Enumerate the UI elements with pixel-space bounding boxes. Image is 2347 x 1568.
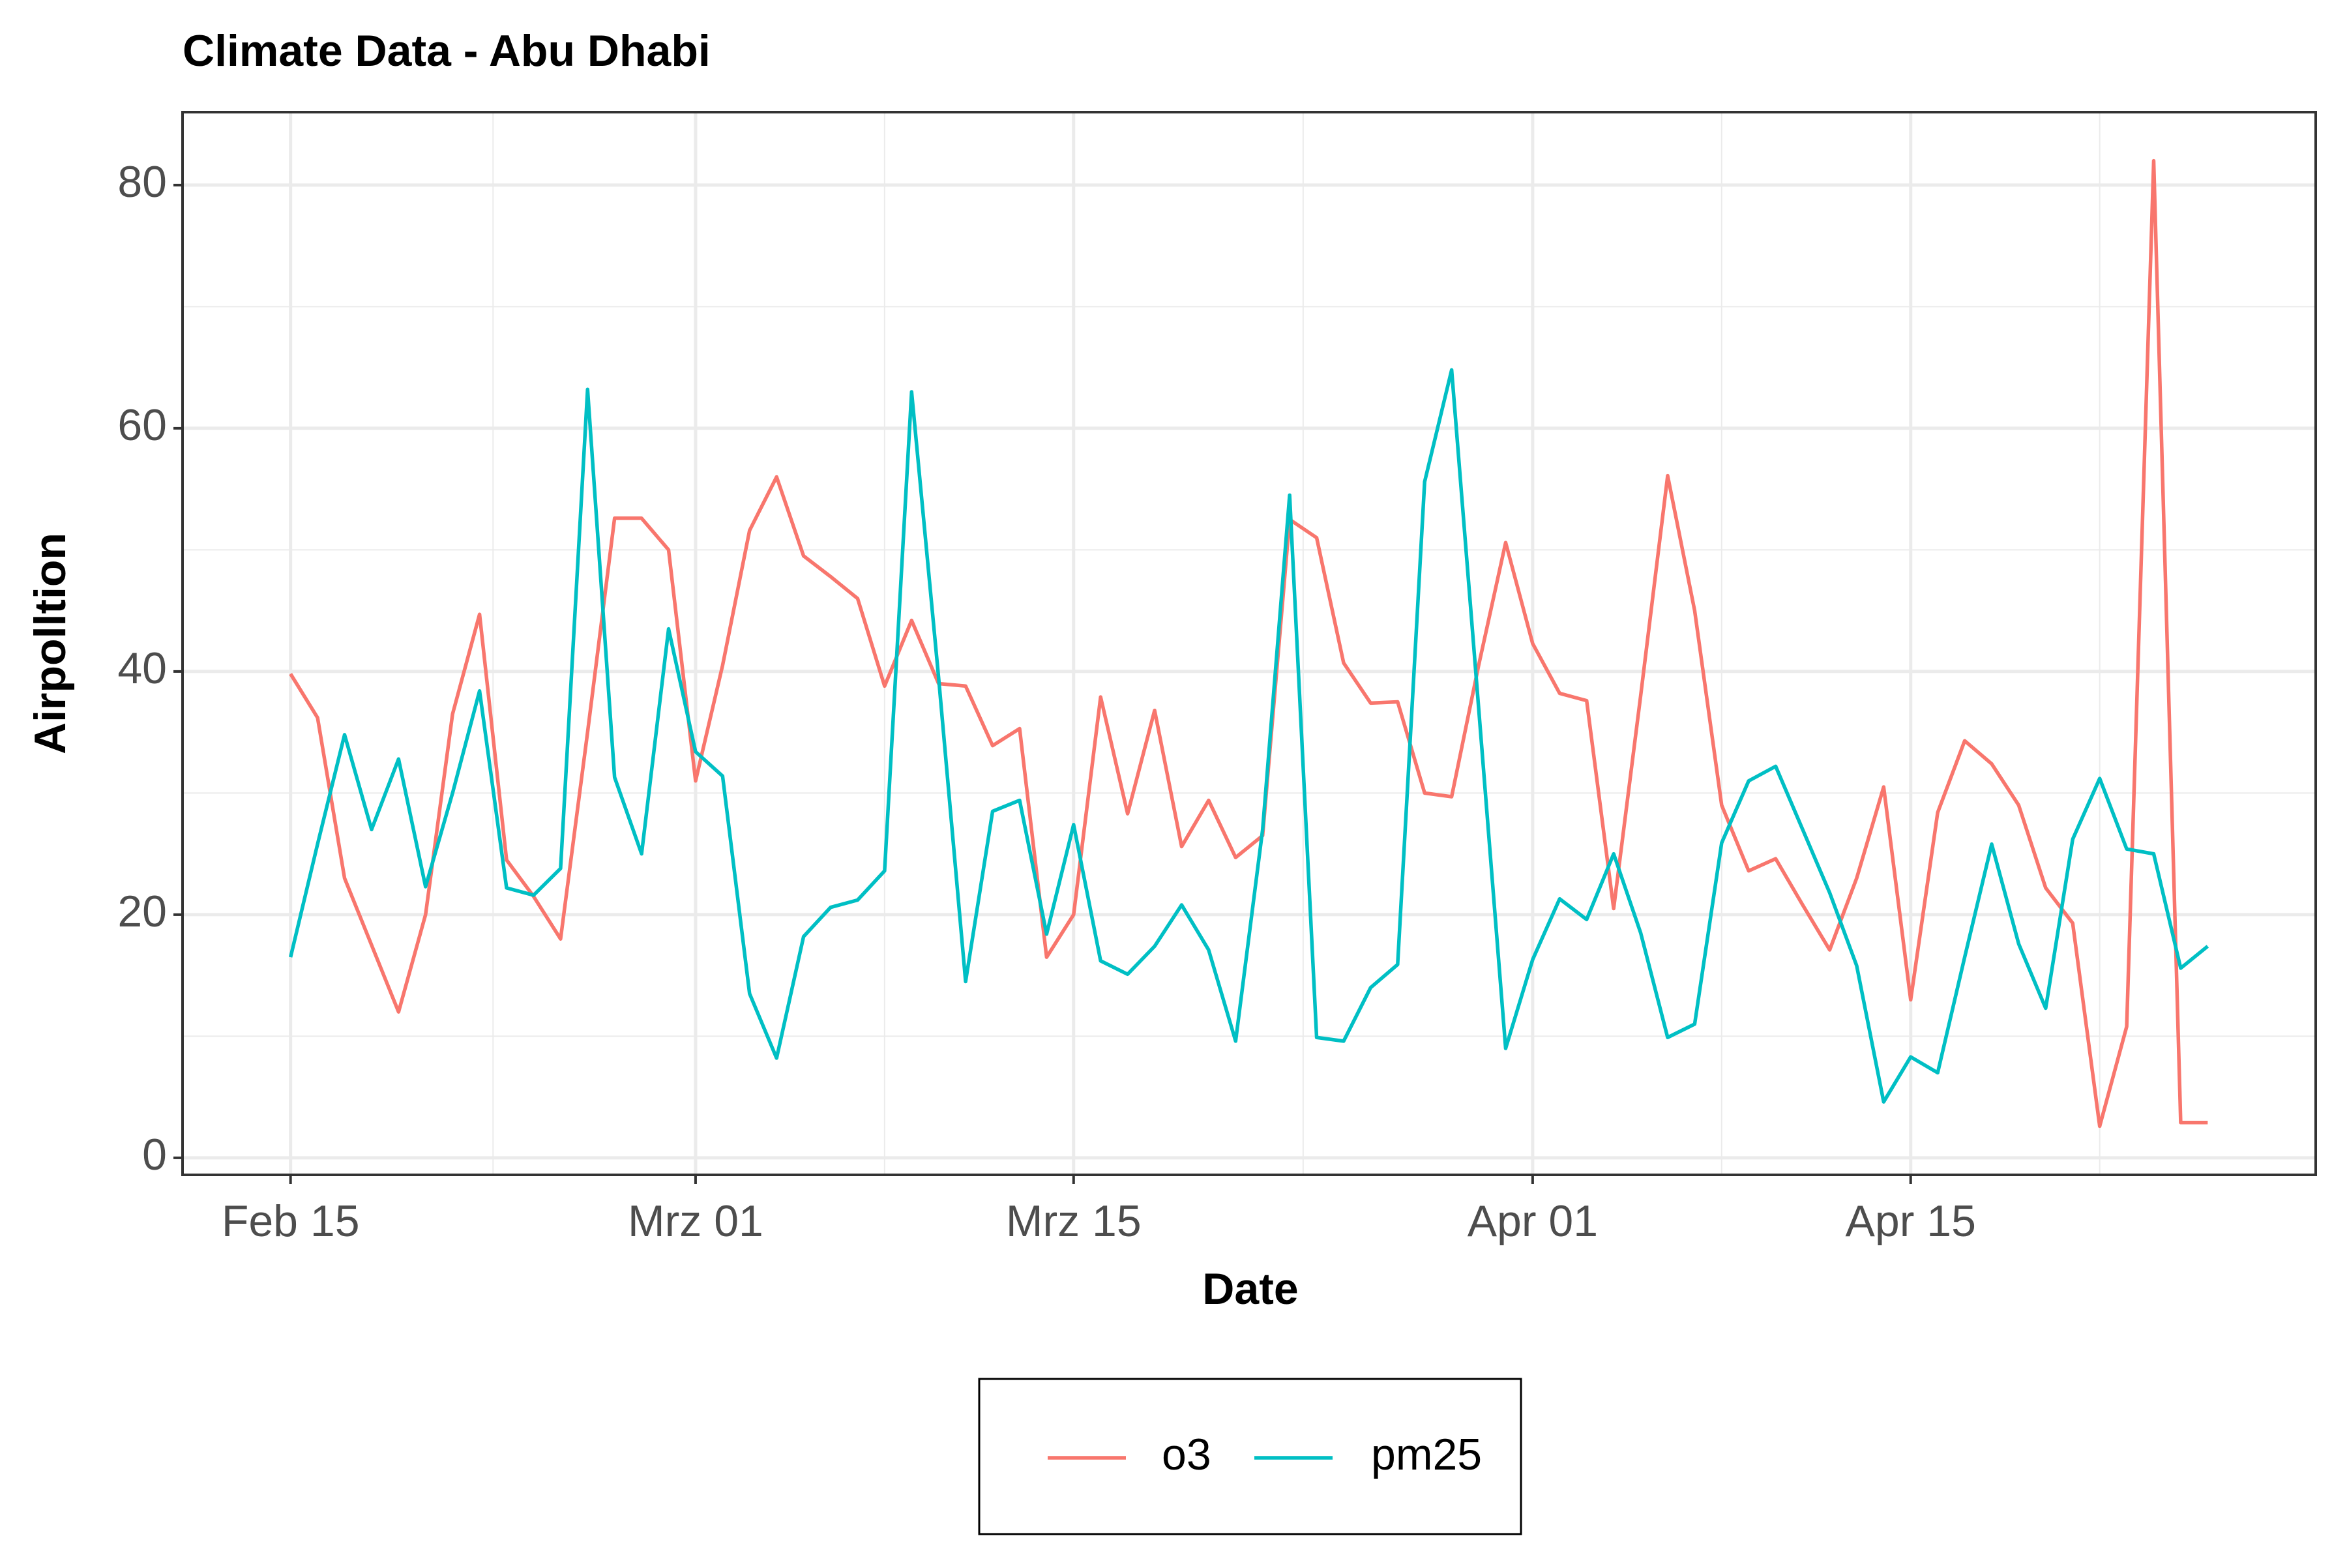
x-tick-label: Mrz 01: [628, 1196, 763, 1246]
legend-label: o3: [1162, 1430, 1211, 1479]
x-tick-label: Feb 15: [222, 1196, 360, 1246]
legend: o3 pm25: [1048, 1430, 1482, 1479]
x-tick-label: Apr 01: [1468, 1196, 1598, 1246]
y-tick-label: 20: [117, 887, 167, 936]
panel-border: [181, 111, 2317, 1176]
chart-title: Climate Data - Abu Dhabi: [183, 26, 711, 76]
y-axis-title: Airpolltion: [25, 533, 75, 754]
y-tick-label: 60: [117, 400, 167, 450]
axes: 0 20 40 60 80 Feb 15 Mrz 01 Mrz 15 Apr 01 Apr 15: [117, 157, 1976, 1246]
y-tick-label: 40: [117, 643, 167, 693]
y-tick-label: 80: [117, 157, 167, 207]
x-tick-label: Mrz 15: [1006, 1196, 1142, 1246]
y-tick-label: 0: [142, 1130, 167, 1179]
line-series: [288, 368, 2209, 1104]
x-tick-label: Apr 15: [1846, 1196, 1976, 1246]
line-series: [289, 158, 2208, 1129]
legend-label: pm25: [1371, 1430, 1482, 1479]
x-axis-title: Date: [1202, 1264, 1298, 1314]
plot-area: [288, 158, 2209, 1129]
